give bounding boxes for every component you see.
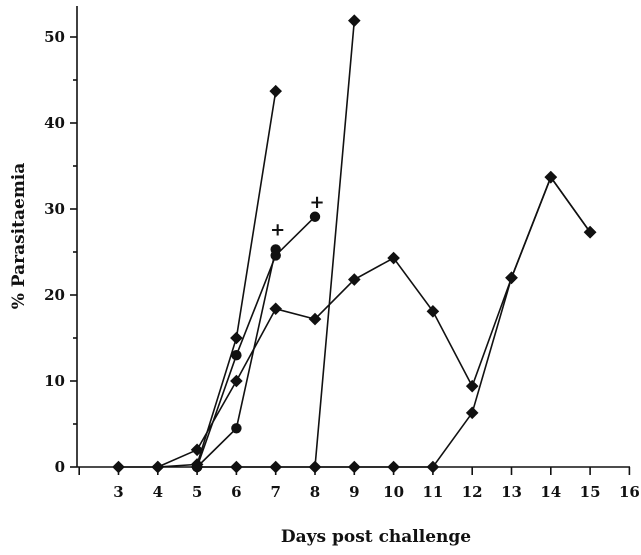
data-point-diamond [308,460,322,474]
x-tick-label: 3 [113,483,123,501]
data-point-diamond [465,379,479,393]
x-tick-label: 14 [540,483,561,501]
x-tick-label: 8 [310,483,320,501]
data-point-diamond [544,170,558,184]
y-tick-label: 40 [44,114,65,132]
data-point-diamond [348,273,361,286]
data-point-diamond [426,460,440,474]
x-tick-label: 7 [270,483,280,501]
data-point-circle [231,350,242,361]
x-tick-label: 6 [231,483,241,501]
chart-series [112,14,597,474]
series-line-1 [118,91,277,468]
x-tick-label: 15 [580,483,601,501]
x-tick-label: 12 [462,483,483,501]
data-point-diamond [348,14,361,27]
data-point-diamond [112,460,125,474]
data-point-diamond [230,460,243,474]
x-tick-label: 4 [153,483,163,501]
chart-axes: 0 10 20 30 40 50 3 4 5 6 7 8 9 10 11 12 13 14 15 16 [44,6,640,501]
data-point-circle [309,211,321,222]
data-point-diamond [465,406,479,420]
data-point-diamond [308,312,322,326]
x-axis-title: Days post challenge [281,527,471,547]
death-marker: + [309,192,324,213]
x-tick-label: 16 [619,483,640,501]
chart-annotations: ++ [270,192,324,241]
y-tick-label: 0 [55,458,65,476]
death-marker: + [270,220,285,241]
data-point-diamond [190,460,204,474]
y-tick-label: 10 [44,372,65,390]
y-tick-label: 20 [44,286,65,304]
data-point-diamond [230,331,243,345]
data-point-diamond [190,443,204,457]
data-point-diamond [230,374,243,388]
data-point-diamond [426,305,440,318]
data-point-diamond [387,460,400,474]
data-point-diamond [269,460,282,474]
data-point-diamond [348,460,361,474]
x-tick-label: 11 [422,483,443,501]
y-axis-title: % Parasitaemia [9,163,29,310]
data-point-diamond [151,460,165,474]
y-tick-label: 50 [44,28,65,46]
data-point-diamond [269,302,282,316]
y-tick-label: 30 [44,200,65,218]
series-line-2 [196,216,316,468]
x-tick-label: 10 [383,483,404,501]
data-point-diamond [269,84,282,98]
x-tick-label: 5 [192,483,202,501]
data-point-diamond [505,271,518,285]
data-point-circle [270,244,281,255]
data-point-diamond [583,225,597,239]
x-tick-label: 13 [501,483,522,501]
series-line-4 [157,175,591,468]
data-point-circle [231,423,242,434]
x-tick-label: 9 [349,483,359,501]
data-point-diamond [387,251,400,265]
series-line-6 [315,175,591,468]
